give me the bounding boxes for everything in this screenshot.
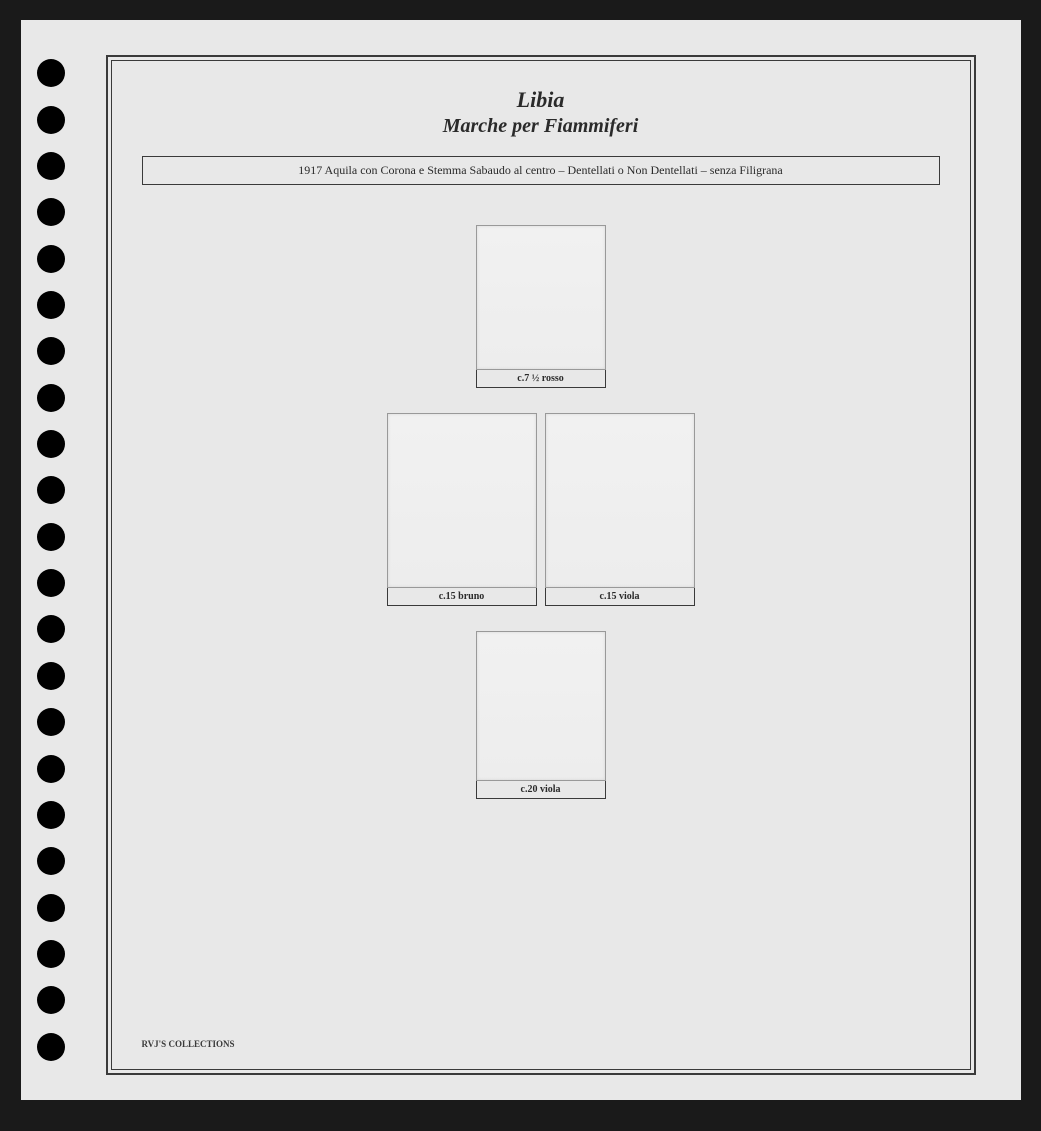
binding-hole (37, 662, 65, 690)
stamp-label: c.7 ½ rosso (476, 370, 606, 388)
binding-hole (37, 245, 65, 273)
stamp-label: c.15 viola (545, 588, 695, 606)
binding-hole (37, 569, 65, 597)
binding-hole (37, 337, 65, 365)
stamp-label: c.20 viola (476, 781, 606, 799)
binding-hole (37, 940, 65, 968)
binding-hole (37, 708, 65, 736)
description-box: 1917 Aquila con Corona e Stemma Sabaudo … (142, 156, 940, 185)
binding-hole (37, 801, 65, 829)
binding-hole (37, 755, 65, 783)
binding-hole (37, 430, 65, 458)
stamp-row-1: c.7 ½ rosso (476, 225, 606, 388)
binding-hole (37, 894, 65, 922)
stamp-row-2: c.15 bruno c.15 viola (387, 413, 695, 606)
stamp-pocket (476, 225, 606, 370)
page-subtitle: Marche per Fiammiferi (142, 115, 940, 138)
binding-hole (37, 523, 65, 551)
binding-hole (37, 384, 65, 412)
binding-hole (37, 106, 65, 134)
stamp-pocket (545, 413, 695, 588)
stamp-slot: c.20 viola (476, 631, 606, 799)
binding-hole (37, 59, 65, 87)
stamps-area: c.7 ½ rosso c.15 bruno c.15 viola (142, 225, 940, 1029)
stamp-pocket (476, 631, 606, 781)
outer-frame: Libia Marche per Fiammiferi 1917 Aquila … (106, 55, 976, 1075)
binding-hole (37, 291, 65, 319)
binding-hole (37, 615, 65, 643)
stamp-slot: c.7 ½ rosso (476, 225, 606, 388)
binding-hole (37, 476, 65, 504)
stamp-label: c.15 bruno (387, 588, 537, 606)
stamp-row-3: c.20 viola (476, 631, 606, 799)
binding-hole (37, 847, 65, 875)
collection-footer: RVJ'S COLLECTIONS (142, 1029, 940, 1049)
inner-frame: Libia Marche per Fiammiferi 1917 Aquila … (111, 60, 971, 1070)
binding-holes (21, 20, 81, 1100)
binding-hole (37, 1033, 65, 1061)
binding-hole (37, 198, 65, 226)
binding-hole (37, 152, 65, 180)
stamp-slot: c.15 viola (545, 413, 695, 606)
stamp-pocket (387, 413, 537, 588)
album-page-container: Libia Marche per Fiammiferi 1917 Aquila … (21, 20, 1021, 1100)
binding-hole (37, 986, 65, 1014)
page-title: Libia (142, 86, 940, 115)
stamp-slot: c.15 bruno (387, 413, 537, 606)
album-page: Libia Marche per Fiammiferi 1917 Aquila … (81, 20, 1021, 1100)
